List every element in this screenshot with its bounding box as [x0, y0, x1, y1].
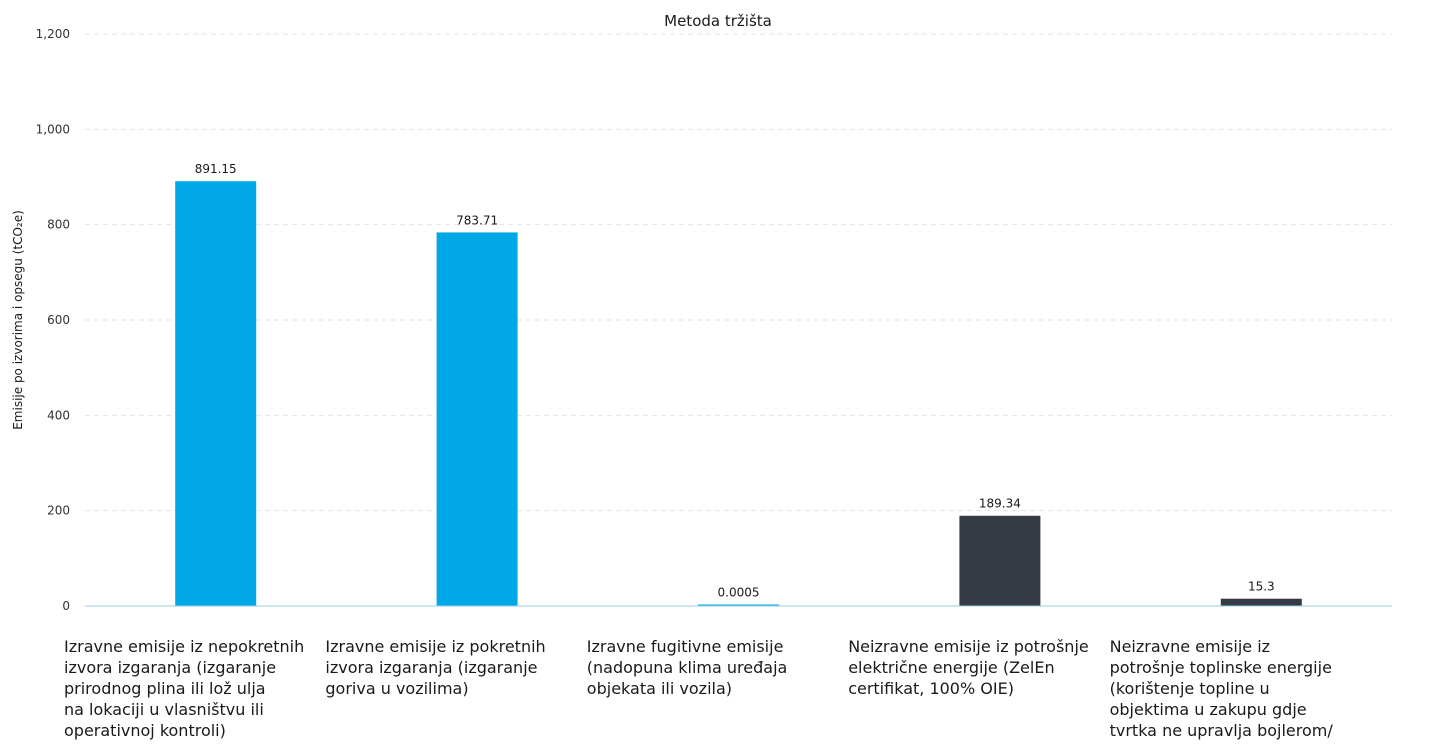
x-category-label: Izravne emisije iz pokretnih izvora izga… — [325, 637, 546, 698]
y-tick-label: 1,200 — [36, 27, 70, 41]
chart-title: Metoda tržišta — [664, 12, 772, 30]
x-category-label: Neizravne emisije iz potrošnje električn… — [848, 637, 1089, 698]
y-axis-ticks: 0 200 400 600 800 1,000 1,200 — [36, 27, 70, 613]
bar-value-label: 15.3 — [1248, 580, 1275, 594]
bar — [959, 515, 1041, 606]
y-tick-label: 800 — [47, 218, 70, 232]
x-category-label: Izravne emisije iz nepokretnih izvora iz… — [64, 637, 305, 740]
x-category-label: Neizravne emisije iz potrošnje toplinske… — [1109, 637, 1333, 740]
bars — [175, 181, 1302, 606]
bar — [698, 604, 779, 606]
bar — [436, 232, 518, 606]
y-tick-label: 400 — [47, 408, 70, 422]
y-tick-label: 200 — [47, 504, 70, 518]
y-tick-label: 600 — [47, 313, 70, 327]
x-category-label: Izravne fugitivne emisije (nadopuna klim… — [586, 637, 788, 698]
y-tick-label: 1,000 — [36, 122, 70, 136]
gridlines — [85, 33, 1392, 512]
bar-value-label: 0.0005 — [718, 586, 760, 600]
bar-value-label: 189.34 — [979, 497, 1021, 511]
bar-value-label: 891.15 — [195, 162, 237, 176]
bar-value-label: 783.71 — [456, 213, 498, 227]
bar — [1220, 598, 1302, 606]
data-labels: 891.15 783.71 0.0005 189.34 15.3 — [195, 162, 1275, 599]
y-tick-label: 0 — [62, 599, 70, 613]
y-axis-label: Emisije po izvorima i opsegu (tCO₂e) — [11, 210, 25, 430]
bar — [175, 181, 257, 606]
